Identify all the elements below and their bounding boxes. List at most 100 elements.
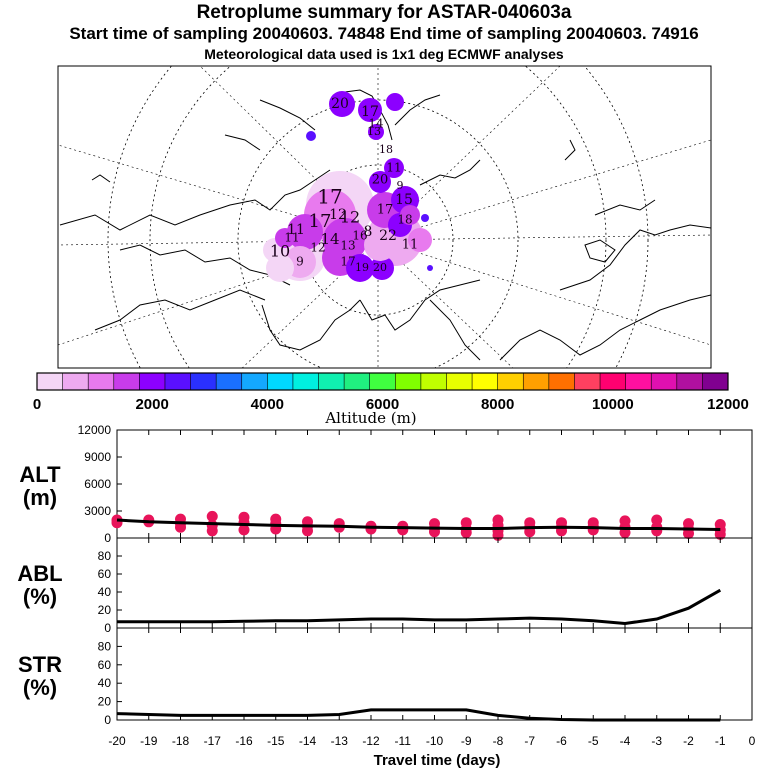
x-tick-label: -9 <box>461 734 472 748</box>
altitude-point <box>524 517 536 529</box>
colorbar-swatch <box>190 373 217 390</box>
panel-abl: 80 60 40 20 0 ABL(%) <box>17 537 753 635</box>
x-tick-label: -6 <box>556 734 567 748</box>
y-tick-label: 0 <box>104 713 111 727</box>
x-tick-label: -16 <box>235 734 253 748</box>
colorbar-swatch <box>625 373 652 390</box>
altitude-point <box>619 515 631 527</box>
str-series-line <box>116 708 721 722</box>
plume-age-label: 17 <box>317 185 342 209</box>
altitude-point <box>714 519 726 530</box>
plume-blob <box>306 131 316 141</box>
altitude-point <box>429 518 440 530</box>
colorbar-tick-label: 12000 <box>707 396 749 413</box>
plume-age-label: 17 <box>377 203 394 218</box>
altitude-point <box>587 517 599 529</box>
colorbar-swatch <box>292 373 319 390</box>
altitude-colorbar: 0 2000 4000 6000 8000 10000 12000 <box>33 372 749 413</box>
colorbar-swatch <box>344 373 371 390</box>
x-axis-label: Travel time (days) <box>374 752 501 768</box>
plume-blob <box>427 265 433 271</box>
y-tick-label: 60 <box>98 567 112 581</box>
plume-age-label: 18 <box>397 213 412 227</box>
x-tick-label: -2 <box>683 734 694 748</box>
chart-subtitle-sampling: Start time of sampling 20040603. 74848 E… <box>69 24 699 43</box>
plume-age-label: 19 <box>355 261 369 274</box>
y-axis-unit: (%) <box>23 584 57 609</box>
x-tick-label: -8 <box>493 734 504 748</box>
colorbar-swatch <box>600 373 627 390</box>
altitude-point <box>556 517 567 529</box>
plume-blob <box>266 254 294 282</box>
colorbar-swatch <box>139 373 166 390</box>
plume-blob <box>346 254 374 282</box>
colorbar-swatch <box>523 373 550 390</box>
abl-series-line <box>117 588 722 626</box>
altitude-point <box>651 514 663 526</box>
y-tick-label: 0 <box>104 531 111 545</box>
plume-age-label: 20 <box>372 173 389 188</box>
colorbar-tick-label: 0 <box>33 396 41 413</box>
colorbar-swatch <box>164 373 191 390</box>
plume-age-label: 14 <box>320 230 339 248</box>
colorbar-swatch <box>420 373 447 390</box>
plume-age-label: 11 <box>386 161 401 175</box>
colorbar-swatch <box>548 373 575 390</box>
x-tick-label: -14 <box>299 734 317 748</box>
x-tick-label: -17 <box>204 734 222 748</box>
plume-age-label: 16 <box>352 229 367 243</box>
colorbar-swatch <box>574 373 601 390</box>
plume-blob <box>358 98 382 122</box>
plume-blob <box>421 214 429 222</box>
colorbar-swatch <box>241 373 268 390</box>
colorbar-swatch <box>113 373 140 390</box>
plume-blob <box>400 205 420 225</box>
altitude-point <box>492 514 504 526</box>
colorbar-swatch <box>446 373 473 390</box>
plume-age-label: 13 <box>340 239 355 253</box>
x-tick-label: -18 <box>172 734 190 748</box>
plume-blob <box>384 158 404 178</box>
y-tick-label: 6000 <box>84 477 111 491</box>
colorbar-swatch <box>369 373 396 390</box>
plume-blob <box>329 91 355 117</box>
colorbar-swatch <box>37 373 63 390</box>
colorbar-label: Altitude (m) <box>324 409 416 427</box>
y-tick-label: 80 <box>98 549 112 563</box>
colorbar-frame <box>36 372 729 391</box>
plume-blob <box>275 228 295 248</box>
y-tick-label: 20 <box>98 603 112 617</box>
y-tick-label: 80 <box>98 639 112 653</box>
colorbar-swatch <box>216 373 243 390</box>
plume-age-label: 9 <box>397 179 404 192</box>
plume-age-label: 18 <box>379 143 393 156</box>
plume-age-label: 17 <box>361 104 379 120</box>
colorbar-swatch <box>651 373 678 390</box>
colorbar-swatch <box>62 373 89 390</box>
y-tick-label: 9000 <box>84 450 111 464</box>
plume-age-label: 13 <box>367 125 381 138</box>
y-tick-label: 12000 <box>78 423 112 437</box>
y-tick-label: 20 <box>98 695 112 709</box>
altitude-point <box>206 510 218 522</box>
y-axis-label: STR <box>18 652 62 677</box>
plume-blob <box>370 256 394 280</box>
x-tick-label: -4 <box>620 734 631 748</box>
x-tick-label: -20 <box>108 734 126 748</box>
x-tick-label: -11 <box>395 734 412 748</box>
altitude-median-line <box>116 518 721 531</box>
y-axis-label: ALT <box>19 462 61 487</box>
x-tick-label: -7 <box>524 734 535 748</box>
y-tick-label: 3000 <box>84 504 111 518</box>
plume-age-label: 12 <box>340 208 360 227</box>
colorbar-tick-label: 6000 <box>366 396 399 413</box>
colorbar-swatch <box>702 373 729 390</box>
colorbar-swatch <box>395 373 422 390</box>
plume-age-label: 22 <box>379 228 397 244</box>
plume-age-label: 11 <box>287 222 305 238</box>
x-tick-label: -13 <box>331 734 349 748</box>
plume-age-label: 17 <box>340 255 355 269</box>
plume-age-label: 9 <box>296 255 304 269</box>
